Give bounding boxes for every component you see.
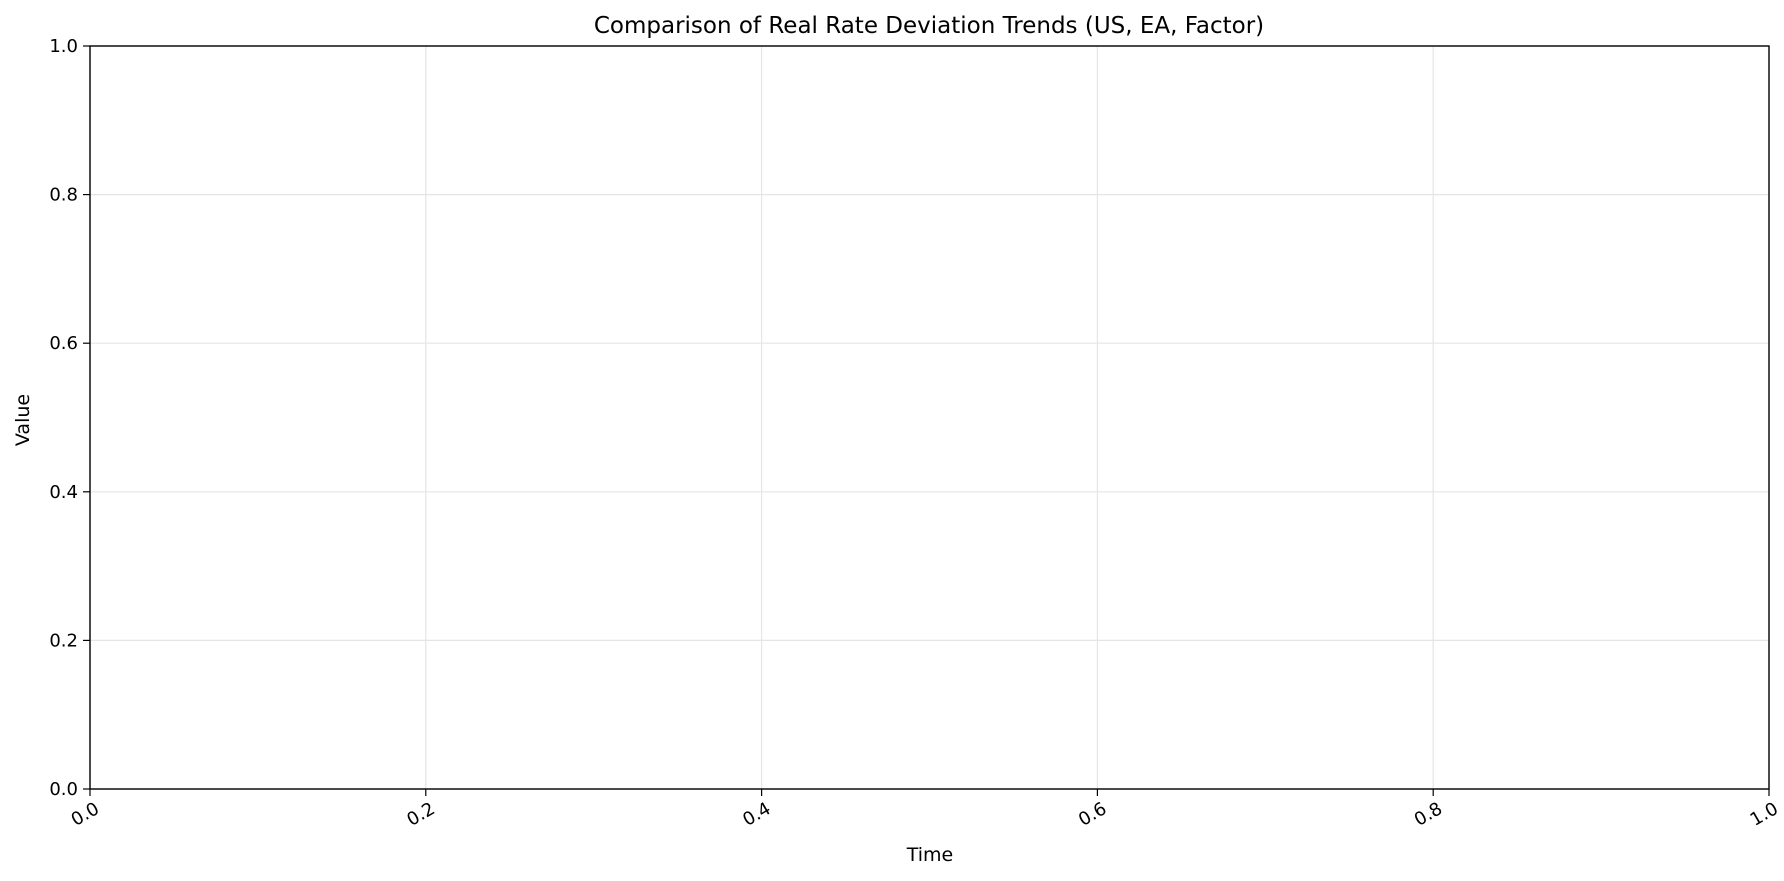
y-tick-label: 0.0 bbox=[49, 779, 78, 800]
y-axis-ticks: 0.0 0.2 0.4 0.6 0.8 1.0 bbox=[49, 36, 90, 800]
plot-area-frame bbox=[89, 45, 1770, 790]
x-tick-label: 1.0 bbox=[1747, 798, 1782, 831]
y-tick-label: 0.6 bbox=[49, 333, 78, 354]
x-tick-label: 0.2 bbox=[403, 798, 438, 831]
x-tick-label: 0.0 bbox=[68, 798, 103, 831]
y-tick-label: 0.4 bbox=[49, 482, 78, 503]
x-tick-label: 0.6 bbox=[1075, 798, 1110, 831]
chart-title: Comparison of Real Rate Deviation Trends… bbox=[594, 13, 1264, 39]
y-tick-label: 0.2 bbox=[49, 630, 78, 651]
y-tick-label: 1.0 bbox=[49, 36, 78, 57]
x-tick-label: 0.8 bbox=[1411, 798, 1446, 831]
y-axis-label: Value bbox=[12, 394, 34, 446]
x-axis-label: Time bbox=[906, 844, 954, 866]
x-tick-label: 0.4 bbox=[739, 798, 774, 831]
x-axis-ticks: 0.0 0.2 0.4 0.6 0.8 1.0 bbox=[68, 789, 1782, 831]
y-tick-label: 0.8 bbox=[49, 185, 78, 206]
grid bbox=[89, 45, 1770, 790]
